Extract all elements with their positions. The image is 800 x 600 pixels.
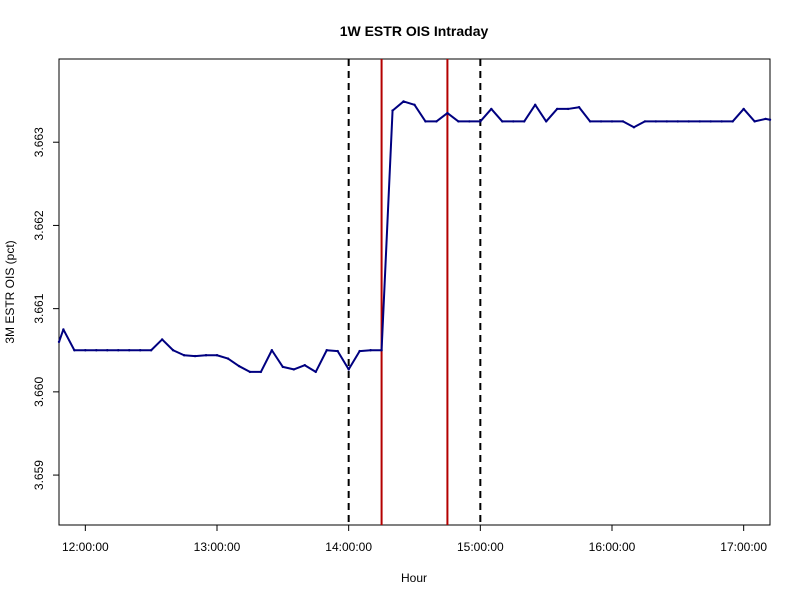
- x-tick-label: 13:00:00: [194, 540, 241, 554]
- x-tick-label: 17:00:00: [720, 540, 767, 554]
- data-point: [193, 354, 197, 358]
- data-point: [599, 120, 603, 123]
- data-point: [479, 120, 482, 123]
- y-tick-label: 3.659: [32, 460, 46, 490]
- data-point: [621, 120, 625, 123]
- data-point: [358, 349, 361, 353]
- data-point: [84, 349, 87, 352]
- data-point: [314, 370, 317, 374]
- data-point: [226, 357, 230, 360]
- data-point: [501, 120, 504, 123]
- y-tick-label: 3.661: [32, 293, 46, 323]
- data-point: [764, 117, 767, 121]
- data-point: [149, 349, 153, 352]
- data-point: [182, 354, 186, 357]
- data-point: [665, 120, 669, 123]
- data-point: [731, 120, 734, 123]
- data-point: [468, 120, 471, 123]
- data-point: [171, 349, 175, 352]
- data-point: [62, 328, 65, 331]
- data-point: [523, 120, 526, 123]
- y-tick-label: 3.663: [32, 127, 46, 157]
- data-point: [720, 120, 723, 123]
- data-point: [742, 107, 745, 111]
- data-point: [215, 354, 219, 357]
- data-point: [336, 349, 339, 353]
- data-point: [413, 103, 416, 106]
- x-tick-label: 15:00:00: [457, 540, 504, 554]
- x-axis: 12:00:00 13:00:00 14:00:00 15:00:00 16:00:00…: [62, 525, 767, 554]
- data-point: [533, 103, 537, 106]
- vertical-markers: [347, 59, 482, 525]
- data-point: [128, 349, 131, 352]
- data-point: [402, 100, 405, 103]
- data-point: [248, 370, 252, 374]
- data-point: [292, 368, 296, 371]
- data-point: [588, 120, 592, 123]
- data-point: [676, 120, 680, 123]
- y-tick-label: 3.660: [32, 377, 46, 407]
- data-point: [490, 107, 493, 111]
- data-point: [347, 368, 350, 371]
- data-point: [380, 349, 383, 352]
- data-point: [577, 106, 581, 109]
- data-point: [654, 120, 658, 123]
- data-point: [281, 365, 285, 369]
- data-point: [73, 349, 76, 352]
- x-tick-label: 14:00:00: [325, 540, 372, 554]
- data-point: [768, 118, 772, 121]
- x-tick-label: 12:00:00: [62, 540, 109, 554]
- data-point: [204, 354, 208, 357]
- x-tick-label: 16:00:00: [589, 540, 636, 554]
- y-axis-label: 3M ESTR OIS (pct): [3, 240, 17, 343]
- series-points: [57, 100, 772, 374]
- data-point: [95, 349, 98, 352]
- data-point: [544, 120, 548, 123]
- x-axis-label: Hour: [401, 571, 427, 585]
- data-point: [610, 120, 614, 123]
- chart-title: 1W ESTR OIS Intraday: [340, 23, 489, 39]
- data-point: [391, 109, 394, 112]
- y-tick-label: 3.662: [32, 210, 46, 240]
- data-point: [446, 111, 449, 115]
- data-point: [160, 338, 164, 341]
- data-point: [632, 126, 636, 129]
- data-point: [259, 370, 263, 374]
- data-point: [435, 120, 438, 123]
- data-point: [325, 349, 328, 352]
- data-point: [237, 364, 241, 368]
- data-point: [512, 120, 515, 123]
- series-line: [58, 100, 771, 373]
- data-point: [643, 120, 647, 123]
- data-point: [270, 349, 274, 352]
- data-point: [138, 349, 142, 352]
- data-point: [424, 120, 427, 123]
- data-point: [753, 120, 756, 123]
- data-point: [687, 120, 691, 123]
- data-point: [709, 120, 712, 123]
- data-point: [106, 349, 109, 352]
- data-point: [698, 120, 701, 123]
- data-point: [566, 107, 570, 111]
- plot-frame: [58, 58, 771, 526]
- y-axis: 3.659 3.660 3.661 3.662 3.663: [32, 127, 59, 490]
- data-point: [369, 349, 372, 352]
- data-point: [555, 107, 559, 111]
- data-point: [57, 340, 61, 344]
- data-point: [457, 120, 460, 123]
- data-point: [303, 364, 306, 367]
- data-point: [117, 349, 120, 352]
